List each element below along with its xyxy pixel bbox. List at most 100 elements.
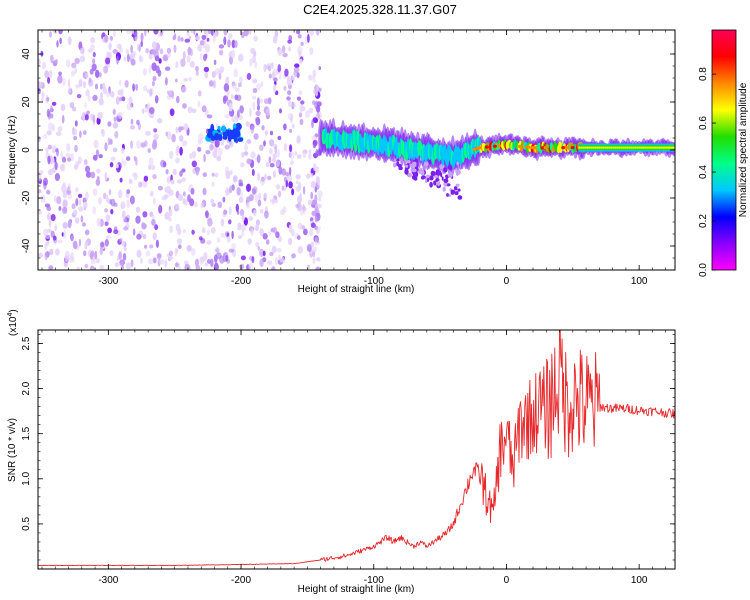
signal-tail bbox=[457, 195, 463, 200]
steady-band-core bbox=[660, 146, 663, 149]
noise-speck bbox=[112, 147, 118, 153]
noise-speck bbox=[264, 173, 267, 180]
noise-speck bbox=[105, 214, 111, 222]
noise-speck bbox=[59, 37, 62, 45]
noise-speck bbox=[190, 187, 195, 195]
noise-speck bbox=[283, 143, 288, 152]
noise-speck bbox=[130, 53, 136, 59]
noise-speck bbox=[238, 53, 244, 62]
noise-speck bbox=[58, 30, 63, 35]
noise-speck bbox=[314, 216, 318, 223]
noise-speck bbox=[58, 206, 62, 211]
noise-speck bbox=[312, 251, 316, 258]
noise-speck bbox=[288, 181, 293, 189]
noise-speck bbox=[120, 201, 126, 210]
noise-speck bbox=[230, 50, 236, 59]
noise-speck bbox=[281, 45, 286, 54]
noise-speck bbox=[165, 77, 168, 86]
noise-speck bbox=[316, 235, 319, 244]
noise-speck bbox=[177, 228, 182, 236]
noise-speck bbox=[246, 183, 251, 192]
noise-speck bbox=[295, 180, 299, 185]
noise-speck bbox=[75, 198, 79, 207]
noise-speck bbox=[203, 251, 208, 261]
noise-speck bbox=[206, 114, 213, 119]
noise-speck bbox=[199, 53, 203, 61]
noise-speck bbox=[182, 191, 186, 197]
noise-speck bbox=[251, 55, 256, 64]
steady-band-core bbox=[582, 146, 585, 149]
noise-speck bbox=[199, 255, 205, 265]
noise-speck bbox=[57, 239, 63, 244]
noise-speck bbox=[264, 210, 269, 219]
noise-speck bbox=[75, 187, 79, 193]
noise-speck bbox=[285, 171, 290, 177]
noise-speck bbox=[84, 229, 90, 236]
noise-speck bbox=[207, 30, 212, 34]
noise-speck bbox=[259, 258, 264, 267]
noise-speck bbox=[130, 58, 136, 66]
noise-speck bbox=[299, 58, 303, 64]
noise-speck bbox=[89, 68, 94, 75]
noise-speck bbox=[273, 83, 277, 93]
noise-speck bbox=[241, 151, 245, 158]
noise-speck bbox=[189, 153, 193, 160]
noise-speck bbox=[83, 130, 87, 135]
noise-speck bbox=[240, 162, 245, 168]
noise-speck bbox=[182, 103, 187, 109]
noise-speck bbox=[113, 30, 116, 38]
noise-speck bbox=[73, 136, 77, 141]
snr-series-line bbox=[38, 330, 675, 567]
noise-speck bbox=[140, 257, 143, 264]
noise-speck bbox=[159, 48, 164, 55]
noise-speck bbox=[207, 217, 213, 227]
noise-speck bbox=[118, 251, 122, 260]
noise-speck bbox=[211, 181, 215, 187]
noise-speck bbox=[259, 228, 265, 237]
noise-speck bbox=[195, 264, 201, 270]
noise-speck bbox=[315, 266, 321, 270]
noise-speck bbox=[95, 149, 99, 157]
noise-speck bbox=[211, 172, 215, 177]
noise-speck bbox=[58, 71, 62, 76]
noise-speck bbox=[310, 172, 314, 178]
noise-speck bbox=[239, 76, 243, 84]
noise-speck bbox=[172, 168, 177, 176]
noise-speck bbox=[243, 217, 248, 226]
noise-speck bbox=[62, 199, 68, 208]
noise-speck bbox=[93, 139, 99, 149]
noise-speck bbox=[283, 123, 287, 131]
noise-speck bbox=[97, 176, 100, 181]
noise-speck bbox=[63, 260, 68, 268]
noise-speck bbox=[234, 40, 238, 48]
noise-speck bbox=[206, 37, 210, 42]
x-tick-label: 0 bbox=[504, 276, 510, 287]
noise-speck bbox=[298, 50, 302, 58]
noise-speck bbox=[152, 174, 157, 180]
noise-speck bbox=[230, 94, 234, 99]
noise-speck bbox=[274, 146, 278, 155]
noise-speck bbox=[135, 83, 139, 91]
noise-speck bbox=[129, 195, 135, 205]
noise-speck bbox=[154, 55, 160, 62]
signal-peak bbox=[476, 146, 480, 150]
noise-speck bbox=[252, 78, 258, 84]
noise-speck bbox=[78, 238, 82, 247]
signal-tail bbox=[454, 191, 459, 196]
noise-speck bbox=[259, 209, 264, 214]
noise-speck bbox=[74, 57, 80, 64]
spectrogram-signal-band bbox=[205, 117, 675, 200]
noise-speck bbox=[108, 189, 112, 196]
noise-speck bbox=[50, 105, 53, 112]
noise-speck bbox=[85, 89, 90, 97]
noise-speck bbox=[146, 88, 150, 94]
noise-speck bbox=[240, 223, 246, 232]
noise-speck bbox=[92, 154, 98, 161]
noise-speck bbox=[291, 123, 295, 129]
noise-speck bbox=[311, 210, 317, 216]
noise-speck bbox=[262, 250, 266, 257]
noise-speck bbox=[255, 219, 260, 227]
noise-speck bbox=[259, 248, 265, 257]
noise-speck bbox=[267, 97, 272, 105]
signal-tail bbox=[417, 168, 423, 174]
